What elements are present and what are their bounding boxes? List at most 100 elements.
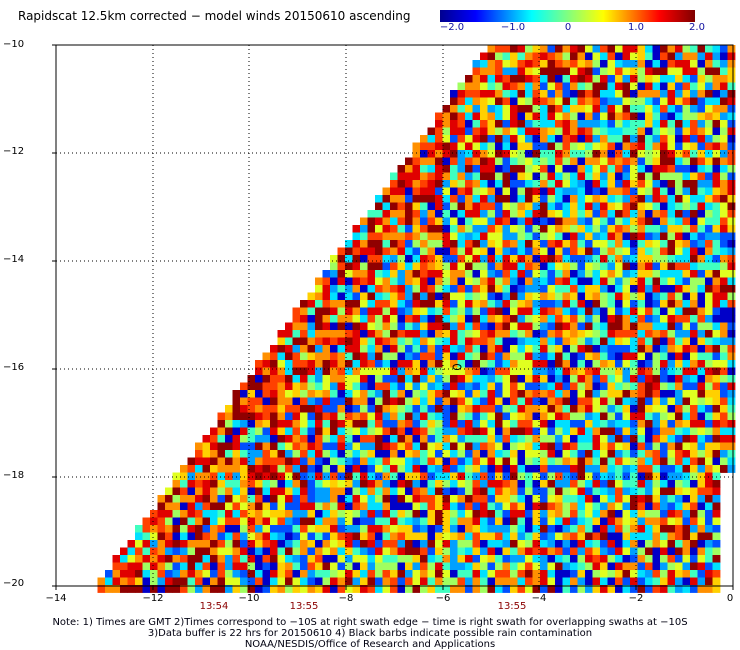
swath-cell [337,420,346,428]
swath-cell [592,307,601,316]
swath-cell [375,510,383,518]
map-frame [55,44,734,587]
swath-cell [615,112,623,121]
swath-cell [367,397,376,406]
swath-cell [712,585,721,593]
swath-cell [547,247,556,256]
swath-cell [315,292,323,301]
swath-cell [577,120,586,128]
swath-cell [262,555,271,563]
swath-cell [405,157,413,166]
swath-cell [562,420,571,428]
swath-cell [382,202,391,211]
swath-cell [517,45,526,53]
swath-cell [562,82,571,91]
swath-cell [540,60,548,68]
swath-cell [270,345,278,353]
swath-cell [495,352,503,361]
swath-cell [570,217,578,226]
swath-cell [577,270,586,278]
swath-cell [645,525,653,533]
swath-cell [382,577,391,586]
swath-cell [712,442,721,451]
swath-cell [225,585,233,593]
swath-cell [352,420,361,428]
swath-cell [270,375,278,383]
swath-cell [532,240,541,248]
swath-cell [585,360,593,368]
swath-cell [562,247,571,256]
swath-cell [510,367,518,376]
swath-cell [577,135,586,143]
swath-cell [585,375,593,383]
swath-cell [645,495,653,503]
swath-cell [255,525,263,533]
swath-cell [712,510,721,518]
swath-cell [457,247,466,256]
swath-cell [495,45,503,53]
swath-cell [442,472,451,481]
swath-cell [480,397,488,406]
swath-cell [562,240,571,248]
rain-flag-marker [452,364,462,370]
swath-cell [570,187,578,196]
swath-cell [622,555,631,563]
swath-cell [652,232,661,241]
swath-cell [472,375,481,383]
swath-cell [547,217,556,226]
swath-cell [630,345,638,353]
swath-cell [705,435,713,443]
swath-cell [427,525,436,533]
swath-cell [630,127,638,136]
swath-cell [495,360,503,368]
swath-cell [585,60,593,68]
swath-cell [622,135,631,143]
swath-cell [555,292,563,301]
swath-cell [555,390,563,398]
swath-cell [292,562,301,571]
swath-cell [525,307,533,316]
swath-cell [585,255,593,263]
swath-cell [667,150,676,158]
swath-cell [570,360,578,368]
swath-cell [457,187,466,196]
swath-cell [480,262,488,271]
swath-cell [427,277,436,286]
swath-cell [517,67,526,76]
swath-cell [697,547,706,556]
swath-cell [225,450,233,458]
swath-cell [577,367,586,376]
swath-cell [607,97,616,106]
swath-cell [712,390,721,398]
swath-cell [540,532,548,541]
swath-cell [232,577,241,586]
swath-cell [345,495,353,503]
swath-cell [442,150,451,158]
swath-cell [397,300,406,308]
swath-cell [675,412,683,421]
swath-cell [645,457,653,466]
swath-cell [690,270,698,278]
swath-cell [540,247,548,256]
swath-cell [435,420,443,428]
swath-cell [367,225,376,233]
swath-cell [525,487,533,496]
swath-cell [630,60,638,68]
swath-cell [352,352,361,361]
swath-cell [682,495,691,503]
swath-cell [540,390,548,398]
swath-cell [450,472,458,481]
swath-cell [390,495,398,503]
swath-cell [502,270,511,278]
swath-cell [352,457,361,466]
swath-cell [615,547,623,556]
swath-cell [630,180,638,188]
swath-cell [172,517,181,526]
swath-cell [450,405,458,413]
swath-cell [270,427,278,436]
swath-cell [352,510,361,518]
swath-cell [375,292,383,301]
swath-cell [382,240,391,248]
swath-cell [472,547,481,556]
swath-cell [540,525,548,533]
